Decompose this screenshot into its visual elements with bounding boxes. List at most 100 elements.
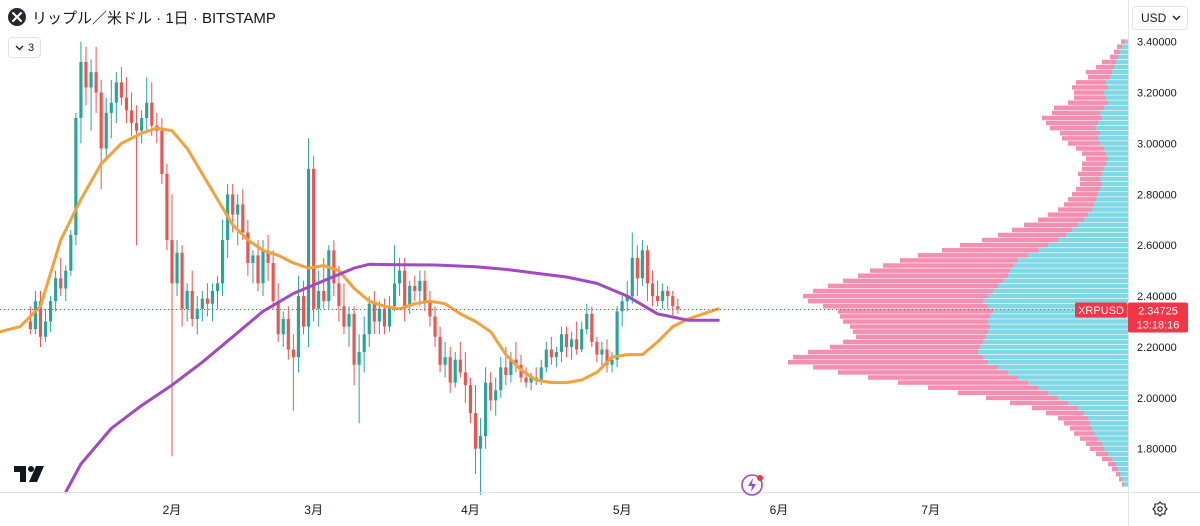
candle-body [630,257,634,297]
candle-body [504,367,508,375]
candle-body [580,329,584,350]
volume-profile-bar-up [1102,181,1128,187]
price-axis[interactable]: 3.40000 3.20000 3.00000 2.80000 2.60000 2.400… [1128,0,1177,526]
volume-profile-bar-up [1078,222,1128,228]
candle-body [529,377,533,383]
volume-profile-bar-up [998,283,1128,289]
candle-body [570,339,574,347]
candle-body [140,117,144,131]
candle-body [33,301,37,330]
candle-body [671,296,675,307]
indicator-toggle-button[interactable]: 3 [8,37,42,58]
volume-profile-bar-down [1096,64,1114,70]
candle-body [64,270,68,289]
volume-profile-bar-up [988,304,1128,309]
ripple-logo-icon[interactable] [8,8,26,26]
price-badge-value-bg [1128,302,1188,333]
volume-profile-bar-down [1064,421,1090,426]
volume-profile-bar-down [1074,95,1106,100]
price-tick-label: 3.20000 [1137,88,1177,100]
volume-profile-bar-up [998,365,1128,370]
price-tick-label: 1.80000 [1137,444,1177,456]
volume-profile-bar-down [858,273,1008,278]
volume-profile-bar-down [1078,171,1102,177]
volume-profile-bar-up [1098,436,1128,441]
volume-profile-bar-down [918,253,1028,258]
candle-body [362,334,366,353]
volume-profile-bar-up [1120,471,1128,477]
candle-body [418,280,422,291]
currency-selector[interactable]: USD [1132,6,1188,30]
price-badge: XRPUSD 2.34725 13:18:16 [1075,302,1188,333]
candle-body [448,357,452,383]
volume-profile-bar-down [1074,431,1094,436]
volume-profile-bar-down [998,232,1066,238]
volume-profile-bar-down [1110,54,1118,60]
time-axis[interactable]: 2月 3月 4月 5月 6月 7月 [0,492,1200,518]
moving-average-lines [0,126,720,494]
candle-body [387,306,392,327]
candle-body [104,112,108,149]
candle-body [301,296,306,327]
candle-body [79,61,83,118]
candle-body [241,204,245,233]
candle-body [175,252,179,284]
candle-body [170,240,174,284]
volume-profile-bar-up [1028,253,1128,258]
volume-profile-bar-up [1120,49,1128,55]
volume-profile-bar-down [883,263,1013,268]
tradingview-logo[interactable] [14,463,48,488]
volume-profile-bar-up [1106,151,1128,156]
volume-profile-bar-up [1106,95,1128,100]
candle-body [332,250,336,284]
volume-profile-bar-up [1084,410,1128,416]
volume-profile-bar-up [1118,54,1128,60]
volume-profile-bar-down [1114,49,1120,55]
candle-body [585,313,589,330]
chart-settings-button[interactable] [1152,501,1168,522]
gear-icon [1152,501,1168,517]
volume-profile-bar-up [1110,75,1128,80]
alert-flash-button[interactable] [740,472,766,503]
candle-body [271,263,275,302]
candle-body [413,285,417,291]
volume-profile-bar-up [988,359,1128,365]
volume-profile-bar-up [1098,192,1128,197]
volume-profile-bar-up [1112,69,1128,75]
candle-body [499,367,503,391]
volume-profile-bar-down [1108,461,1116,467]
volume-profile-bar-up [1122,44,1128,49]
volume-profile-bar-down [1072,192,1098,197]
volume-profile-bar-down [982,237,1058,243]
volume-profile-bar-up [1112,456,1128,462]
candle-body [135,123,139,131]
volume-profile-bar-down [868,375,1018,380]
candle-body [38,301,43,337]
volume-profile-bar-down [1058,415,1088,421]
price-badge-symbol: XRPUSD [1078,305,1124,317]
volume-profile-bar-down [1112,466,1118,472]
price-tick-label: 3.00000 [1137,138,1177,150]
volume-profile-bar-up [1088,212,1128,217]
candle-body [408,285,412,307]
candle-body [281,318,285,335]
volume-profile-bar-down [1062,136,1098,141]
volume-profile-bar-up [983,339,1128,345]
volume-profile-bar-up [1013,263,1128,268]
volume-profile-bar-down [1090,446,1104,451]
candle-body [236,204,240,215]
volume-profile-bar-down [1064,202,1094,207]
volume-profile-bar-down [1119,477,1122,482]
candle-body [554,352,558,358]
candle-body [99,92,103,149]
candle-body [610,359,614,365]
volume-profile-bar-down [840,314,990,319]
candle-body [160,130,164,174]
volume-profile-bar-up [1108,85,1128,90]
candle-body [398,270,402,284]
volume-profile-bar-down [1050,125,1096,131]
volume-profile-bar-up [1102,115,1128,121]
chart-title[interactable]: リップル／米ドル · 1日 · BITSTAMP [32,9,276,27]
candle-body [165,173,169,241]
